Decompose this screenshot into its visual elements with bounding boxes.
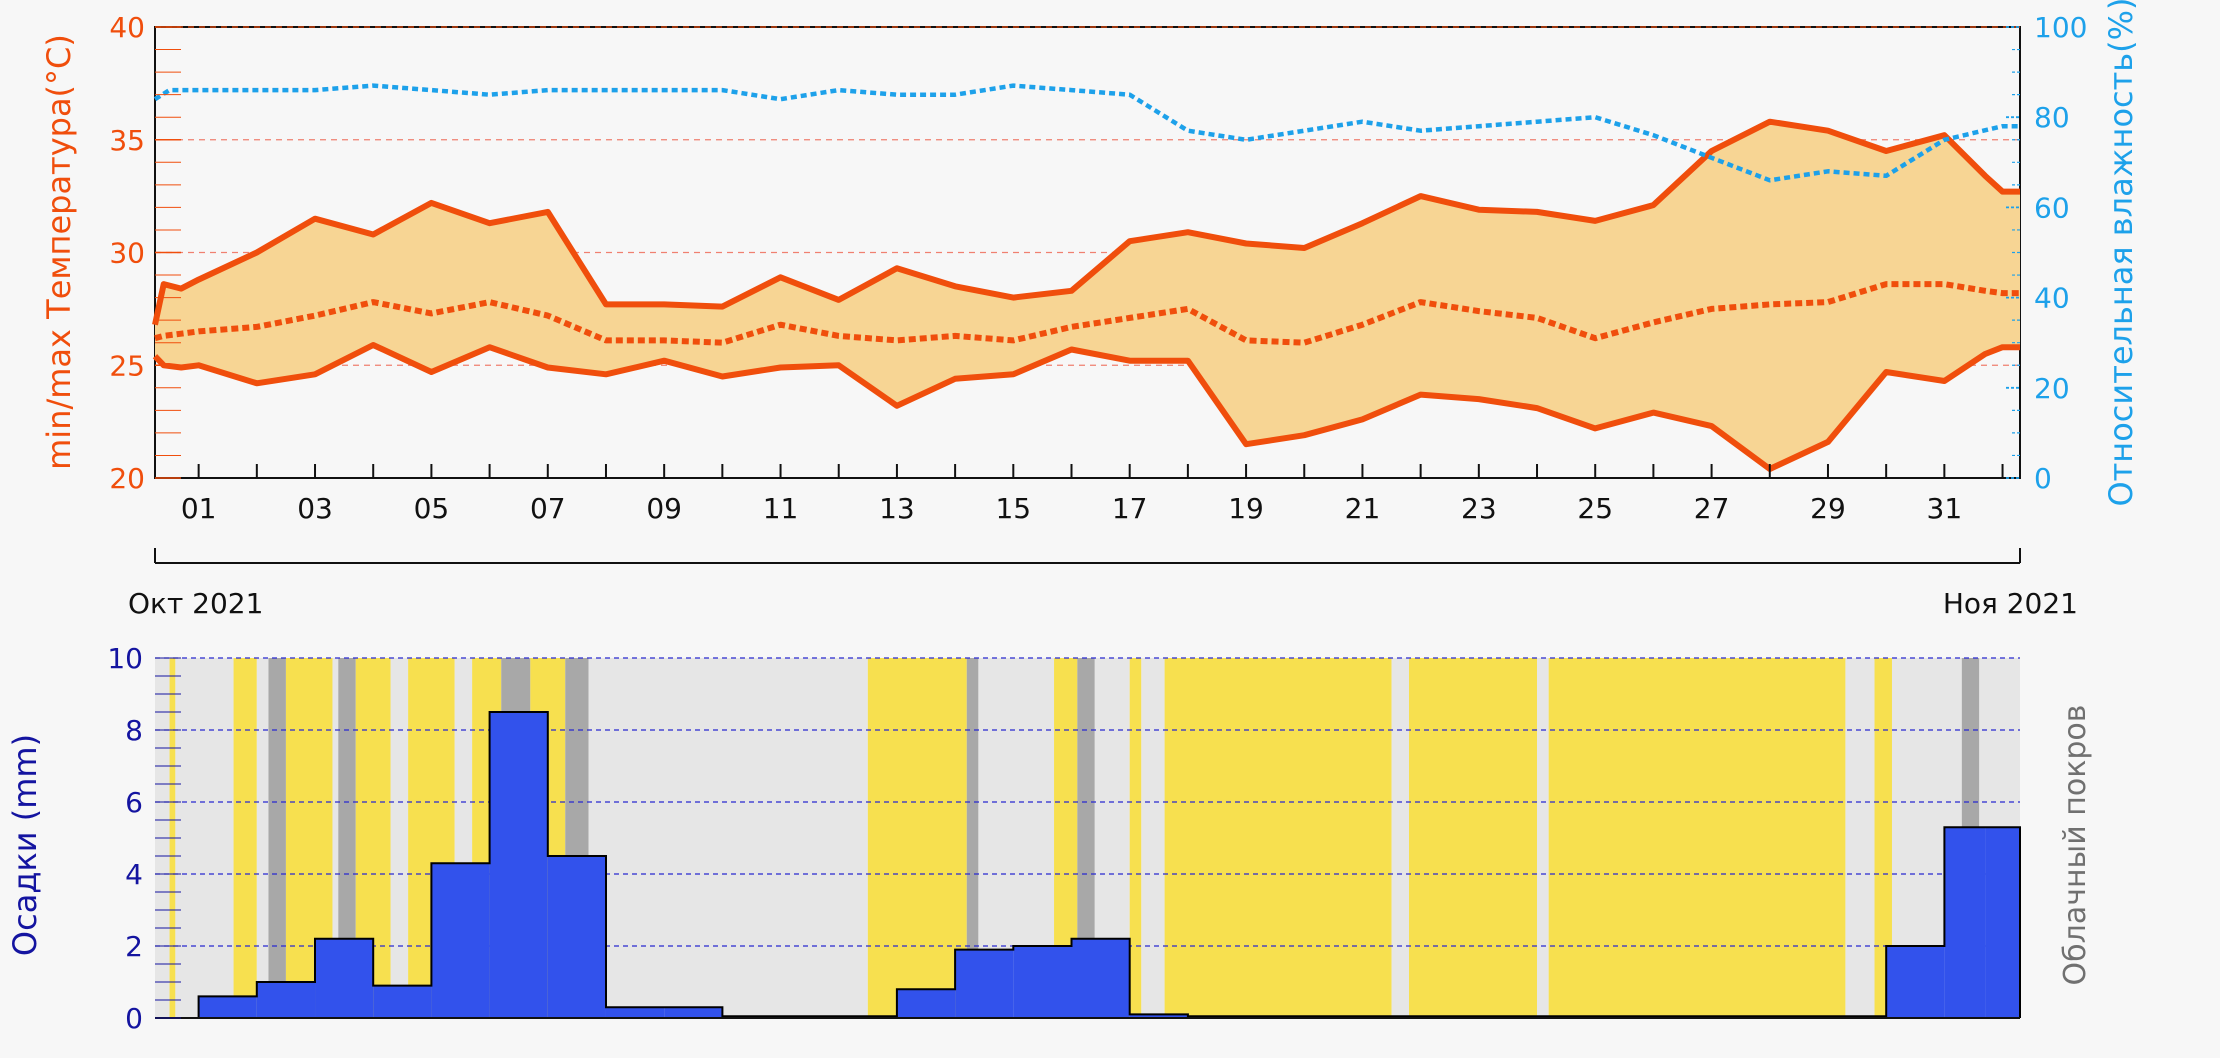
temperature-humidity-chart: 20 25 30 35 40 0 20 40 60 80 100 01 03 05 07 09 11 13 15… [40,0,2140,525]
temperature-tick-label: 20 [109,462,145,495]
cloud-cover-band [332,658,339,1018]
temperature-tick-label: 40 [109,11,145,44]
day-tick-label: 29 [1810,492,1846,525]
month-label-nov: Ноя 2021 [1943,587,2078,620]
cloud-cover-band [966,658,979,1018]
precipitation-axis-label: Осадки (mm) [6,734,44,956]
day-tick-label: 07 [530,492,566,525]
day-tick-label: 19 [1228,492,1264,525]
precipitation-bar [1129,1014,1188,1018]
precipitation-axis-ticks: 0 2 4 6 8 10 [107,642,181,1035]
day-tick-label: 31 [1927,492,1963,525]
cloud-cover-band [1164,658,1392,1018]
day-tick-label: 13 [879,492,915,525]
day-tick-label: 01 [181,492,217,525]
month-axis: Окт 2021 Ноя 2021 [128,548,2078,620]
day-tick-label: 15 [995,492,1031,525]
humidity-tick-label: 20 [2034,372,2070,405]
humidity-tick-label: 80 [2034,101,2070,134]
humidity-tick-label: 100 [2034,11,2087,44]
cloud-cover-axis-label: Облачный покров [2058,705,2093,986]
cloud-cover-band [1409,658,1538,1018]
mean-temperature-line [154,281,2020,346]
humidity-axis-ticks: 0 20 40 60 80 100 [2006,11,2087,495]
precipitation-bar [315,938,374,1018]
precipitation-bar [664,1007,723,1018]
cloud-cover-band [256,658,269,1018]
precipitation-bar [489,712,548,1018]
day-tick-label: 27 [1694,492,1730,525]
humidity-tick-label: 0 [2034,462,2052,495]
precipitation-bar [373,985,432,1018]
day-tick-label: 23 [1461,492,1497,525]
day-tick-label: 03 [297,492,333,525]
cloud-cover-band [867,658,967,1018]
humidity-axis-label: Относительная влажность(%) [2102,0,2140,507]
precipitation-bar [547,856,606,1018]
day-tick-label: 25 [1577,492,1613,525]
precipitation-bar [1985,827,2020,1018]
precipitation-bar [1886,946,1945,1018]
cloud-cover-band [1548,658,1846,1018]
humidity-tick-label: 40 [2034,282,2070,315]
precipitation-tick-label: 8 [125,714,143,747]
precipitation-bars [198,712,2020,1018]
cloud-cover-band [390,658,409,1018]
precipitation-tick-label: 2 [125,930,143,963]
precipitation-outline [155,711,2021,1019]
cloud-cover-band [1391,658,1410,1018]
temperature-tick-label: 35 [109,124,145,157]
precipitation-bar [605,1007,665,1018]
cloud-cover-band [1537,658,1549,1018]
precipitation-tick-label: 10 [107,642,143,675]
humidity-line [153,83,2020,183]
precipitation-tick-label: 0 [125,1002,143,1035]
cloud-cover-band [268,658,286,1018]
precipitation-bar [198,996,257,1018]
temperature-tick-label: 30 [109,237,145,270]
temperature-range-band [155,121,2020,469]
precipitation-tick-label: 4 [125,858,143,891]
max-temperature-line [152,118,2020,326]
precipitation-bar [896,989,956,1018]
humidity-tick-label: 60 [2034,191,2070,224]
day-tick-label: 11 [763,492,799,525]
precipitation-cloud-chart: 0 2 4 6 8 10 Осадки (mm) Облачный покров [6,642,2093,1035]
cloud-cover-band [1874,658,1892,1018]
precipitation-bar [431,863,490,1018]
cloud-cover-band [233,658,257,1018]
precipitation-bar [256,982,316,1018]
temperature-axis-ticks: 20 25 30 35 40 [109,11,181,495]
cloud-cover-band [1129,658,1142,1018]
temperature-tick-label: 25 [109,349,145,382]
cloud-cover-band [1077,658,1095,1018]
temperature-axis-label: min/max Температура(°C) [40,34,78,470]
month-label-oct: Окт 2021 [128,587,263,620]
day-tick-label: 21 [1345,492,1381,525]
precipitation-bar [1944,827,1986,1018]
day-tick-label: 09 [646,492,682,525]
day-tick-label: 05 [414,492,450,525]
cloud-cover-band [175,658,234,1018]
day-axis-ticks: 01 03 05 07 09 11 13 15 17 19 21 23 25 27 29 31 [181,464,2004,525]
day-tick-label: 17 [1112,492,1148,525]
cloud-cover-band [1054,658,1078,1018]
cloud-cover-band [1845,658,1875,1018]
cloud-cover-band [588,658,868,1018]
precipitation-bar [955,949,1014,1018]
precipitation-tick-label: 6 [125,786,143,819]
cloud-cover-band [1141,658,1165,1018]
cloud-cover-band [338,658,356,1018]
precipitation-bar [1013,946,1072,1018]
precipitation-bar [1071,938,1130,1018]
